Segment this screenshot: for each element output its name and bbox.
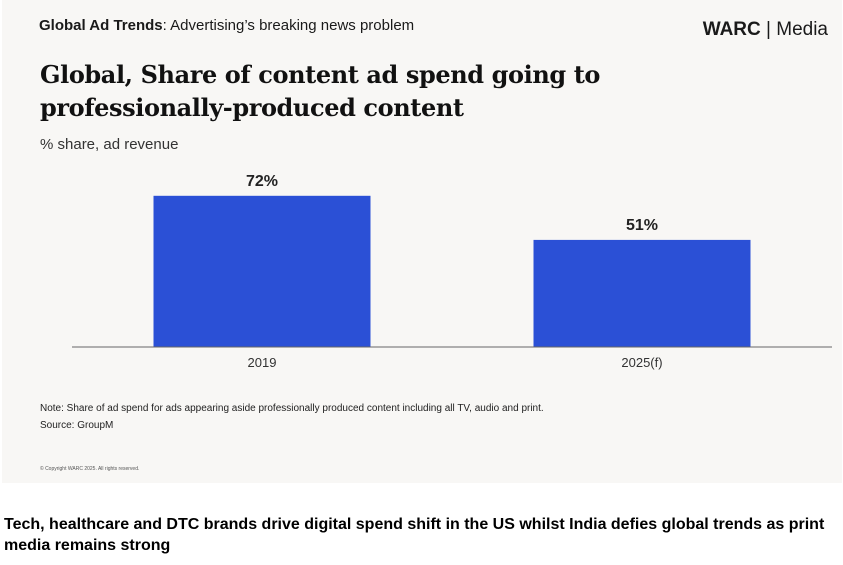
chart-subtitle: % share, ad revenue <box>40 136 179 153</box>
x-tick-label-2025(f): 2025(f) <box>621 355 662 370</box>
x-tick-label-2019: 2019 <box>248 355 277 370</box>
brand-logo: WARC | Media <box>703 19 828 41</box>
data-label-2025(f): 51% <box>626 217 658 234</box>
chart-title: Global, Share of content ad spend going … <box>40 60 601 122</box>
report-series-title: : Advertising’s breaking news problem <box>162 17 415 34</box>
brand-logo-bold: WARC <box>702 19 761 40</box>
bar-2025(f) <box>533 239 751 347</box>
article-caption: Tech, healthcare and DTC brands drive di… <box>4 516 825 554</box>
report-series-name: Global Ad Trends <box>39 17 163 34</box>
chart-card: Global Ad Trends: Advertising’s breaking… <box>2 0 842 483</box>
report-header: Global Ad Trends: Advertising’s breaking… <box>39 17 414 34</box>
brand-separator: | <box>760 19 777 40</box>
copyright-text: © Copyright WARC 2025. All rights reserv… <box>40 466 140 472</box>
chart-source: Source: GroupM <box>40 420 114 431</box>
chart-note: Note: Share of ad spend for ads appearin… <box>40 403 544 414</box>
bar-2019 <box>153 195 371 347</box>
bar-chart: 72% 2019 51% 2025(f) <box>72 173 832 370</box>
data-label-2019: 72% <box>246 173 278 190</box>
brand-logo-rest: Media <box>776 19 828 40</box>
